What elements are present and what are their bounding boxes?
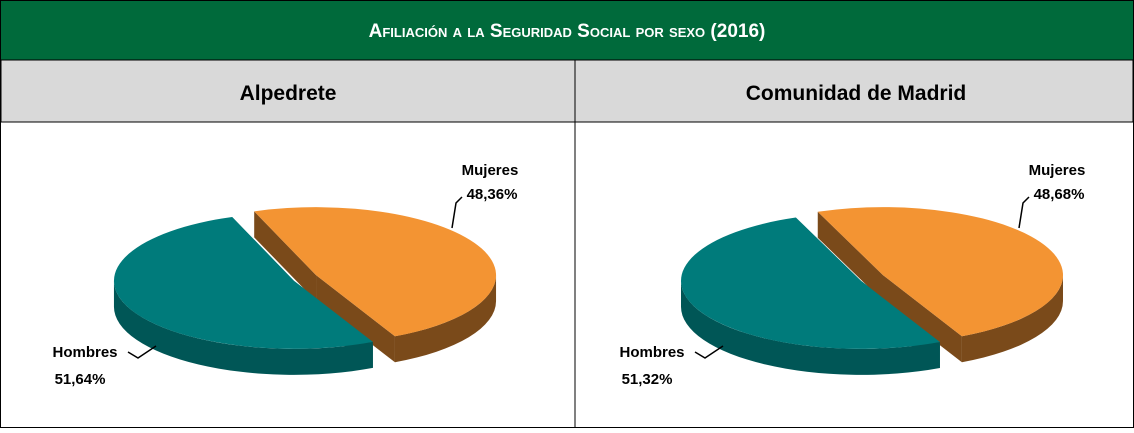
slice-label: Mujeres	[462, 162, 519, 179]
leader-line	[127, 345, 157, 359]
slice-value-label: 48,68%	[1034, 186, 1085, 203]
slice-label: Mujeres	[1029, 162, 1086, 179]
slice-value-label: 48,36%	[467, 186, 518, 203]
slice	[113, 216, 373, 349]
slice-side	[394, 275, 497, 363]
header-bar	[1, 1, 1133, 60]
slice-value-label: 51,32%	[622, 371, 673, 388]
slice	[681, 217, 940, 349]
slice-cut-face	[882, 275, 962, 363]
leader-line	[1018, 196, 1030, 229]
slice-label: Hombres	[619, 344, 684, 361]
header-title: Afiliación a la Seguridad Social por sex…	[369, 21, 766, 42]
slice-side	[113, 280, 373, 375]
slice-cut-face	[316, 275, 395, 363]
panel-title: Alpedrete	[240, 82, 337, 105]
slice-cut-face	[817, 211, 883, 302]
slice	[817, 207, 1063, 337]
leader-line	[694, 345, 724, 359]
slice-side	[961, 275, 1063, 363]
leader-line	[451, 196, 463, 229]
slice-side	[681, 280, 940, 375]
slice	[254, 207, 497, 337]
slice-value-label: 51,64%	[55, 371, 106, 388]
slice-cut-face	[254, 211, 317, 302]
subheader	[0, 59, 1134, 123]
panel-title: Comunidad de Madrid	[746, 82, 967, 105]
slice-label: Hombres	[52, 344, 117, 361]
